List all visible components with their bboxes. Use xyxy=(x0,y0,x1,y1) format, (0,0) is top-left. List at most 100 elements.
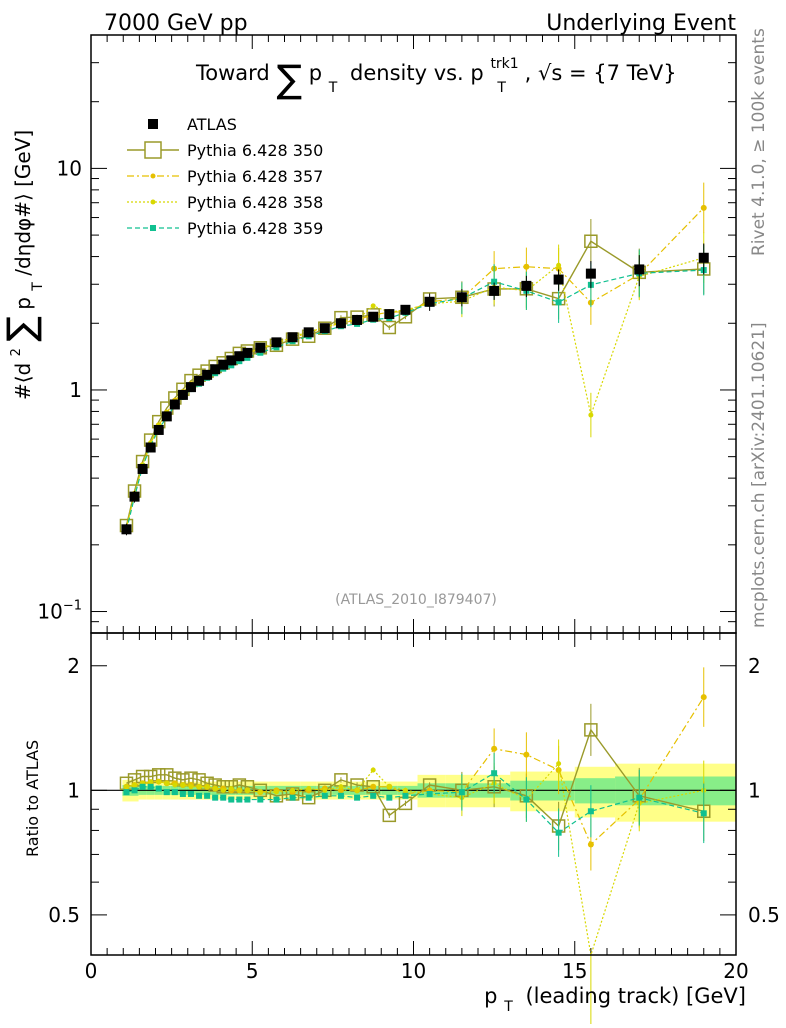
atlas-point xyxy=(368,311,379,322)
p357-marker xyxy=(523,751,530,758)
p359-marker xyxy=(386,794,393,801)
p358-marker xyxy=(220,787,226,793)
p359-marker xyxy=(204,792,211,799)
x-axis-label: p T (leading track) [GeV] xyxy=(484,984,746,1016)
p359-marker xyxy=(587,808,594,815)
p358-marker xyxy=(156,779,162,785)
atlas-point xyxy=(698,252,709,263)
x-tick-label: 20 xyxy=(723,959,748,983)
atlas-point xyxy=(137,463,148,474)
ratio-frame xyxy=(90,632,737,956)
chart-title: Toward ∑ p T density vs. p trk1 T , √s =… xyxy=(195,49,677,101)
p358-marker xyxy=(386,784,392,790)
main-ticks: 10−1 1 10 xyxy=(37,34,737,634)
p358-marker xyxy=(370,303,376,309)
ratio-ticks: 0 5 10 15 20 0.5 0.5 1 1 2 2 xyxy=(48,633,780,983)
y-axis-label: #⟨d 2 ∑ p T /dηdφ#⟩ [GeV] xyxy=(0,130,47,400)
p359-marker xyxy=(131,787,138,794)
p359-marker xyxy=(426,790,433,797)
p359-marker xyxy=(636,794,643,801)
legend: ATLAS Pythia 6.428 350 Pythia 6.428 357 Pyt… xyxy=(127,115,323,238)
atlas-point xyxy=(287,332,298,343)
atlas-point xyxy=(210,364,221,375)
p359-marker xyxy=(212,794,219,801)
p358-marker xyxy=(172,782,178,788)
p359-marker xyxy=(305,794,312,801)
p359-marker xyxy=(147,783,154,790)
atlas-point xyxy=(521,280,532,291)
analysis-id: (ATLAS_2010_I879407) xyxy=(335,592,497,608)
p359-marker xyxy=(370,792,377,799)
p359-marker xyxy=(354,794,361,801)
p358-marker xyxy=(370,767,376,773)
p350-marker xyxy=(318,321,332,335)
p358-marker xyxy=(354,787,360,793)
atlas-point xyxy=(352,314,363,325)
p358-marker xyxy=(556,262,562,268)
ratio-tick-label: 1 xyxy=(748,778,761,802)
p359-marker xyxy=(523,796,530,803)
p358-marker xyxy=(180,782,186,788)
atlas-point xyxy=(129,491,140,502)
atlas-point xyxy=(553,274,564,285)
atlas-point xyxy=(185,382,196,393)
p359-marker xyxy=(402,792,409,799)
p359-marker xyxy=(458,789,465,796)
atlas-point xyxy=(585,268,596,279)
p358-marker xyxy=(556,761,562,767)
atlas-point xyxy=(218,359,229,370)
p350-marker xyxy=(584,723,598,737)
y-tick-label: 10 xyxy=(57,156,82,180)
legend-label-atlas: ATLAS xyxy=(187,115,237,134)
p350-marker xyxy=(584,234,598,249)
p359-marker xyxy=(289,794,296,801)
side-label-bottom: mcplots.cern.ch [arXiv:2401.10621] xyxy=(749,322,769,628)
p359-marker xyxy=(555,829,562,836)
p358-marker xyxy=(164,780,170,786)
p359-marker xyxy=(196,792,203,799)
atlas-point xyxy=(161,411,172,422)
p358-marker xyxy=(338,784,344,790)
p359-marker xyxy=(321,792,328,799)
side-label-top: Rivet 4.1.0, ≥ 100k events xyxy=(749,28,769,256)
p359-marker xyxy=(555,299,562,306)
p357-marker xyxy=(370,783,377,790)
atlas-point xyxy=(319,323,330,334)
legend-marker-atlas xyxy=(148,119,158,129)
p358-marker xyxy=(257,789,263,795)
atlas-point xyxy=(177,389,188,400)
p357-marker xyxy=(700,694,707,701)
y-tick-label: 1 xyxy=(69,378,82,402)
p350-marker xyxy=(253,783,268,798)
atlas-point xyxy=(202,369,213,380)
main-plot-area xyxy=(119,182,711,536)
p350-marker xyxy=(382,808,397,823)
p358-marker xyxy=(273,789,279,795)
x-tick-label: 10 xyxy=(401,959,426,983)
p350-line xyxy=(126,728,704,828)
p359-line xyxy=(126,772,704,834)
p357-line xyxy=(126,696,705,846)
p358-marker xyxy=(290,787,296,793)
legend-label-p357: Pythia 6.428 357 xyxy=(187,167,323,186)
p350-marker xyxy=(382,320,397,335)
x-tick-label: 15 xyxy=(562,959,587,983)
ratio-tick-label: 0.5 xyxy=(748,903,780,927)
atlas-point xyxy=(335,318,346,329)
p358-marker xyxy=(188,784,194,790)
p359-line xyxy=(125,269,704,531)
p359-marker xyxy=(337,792,344,799)
p357-marker xyxy=(337,787,344,794)
legend-marker-p359 xyxy=(150,225,156,231)
ratio-y-axis-label: Ratio to ATLAS xyxy=(23,740,42,857)
ratio-tick-label: 0.5 xyxy=(48,903,80,927)
x-tick-label: 0 xyxy=(85,959,98,983)
p359-marker xyxy=(163,789,170,796)
atlas-point xyxy=(242,347,253,358)
p358-marker xyxy=(123,784,129,790)
p357-marker xyxy=(700,204,707,211)
atlas-point xyxy=(194,375,205,386)
p358-marker xyxy=(236,787,242,793)
legend-label-p359: Pythia 6.428 359 xyxy=(187,219,323,238)
